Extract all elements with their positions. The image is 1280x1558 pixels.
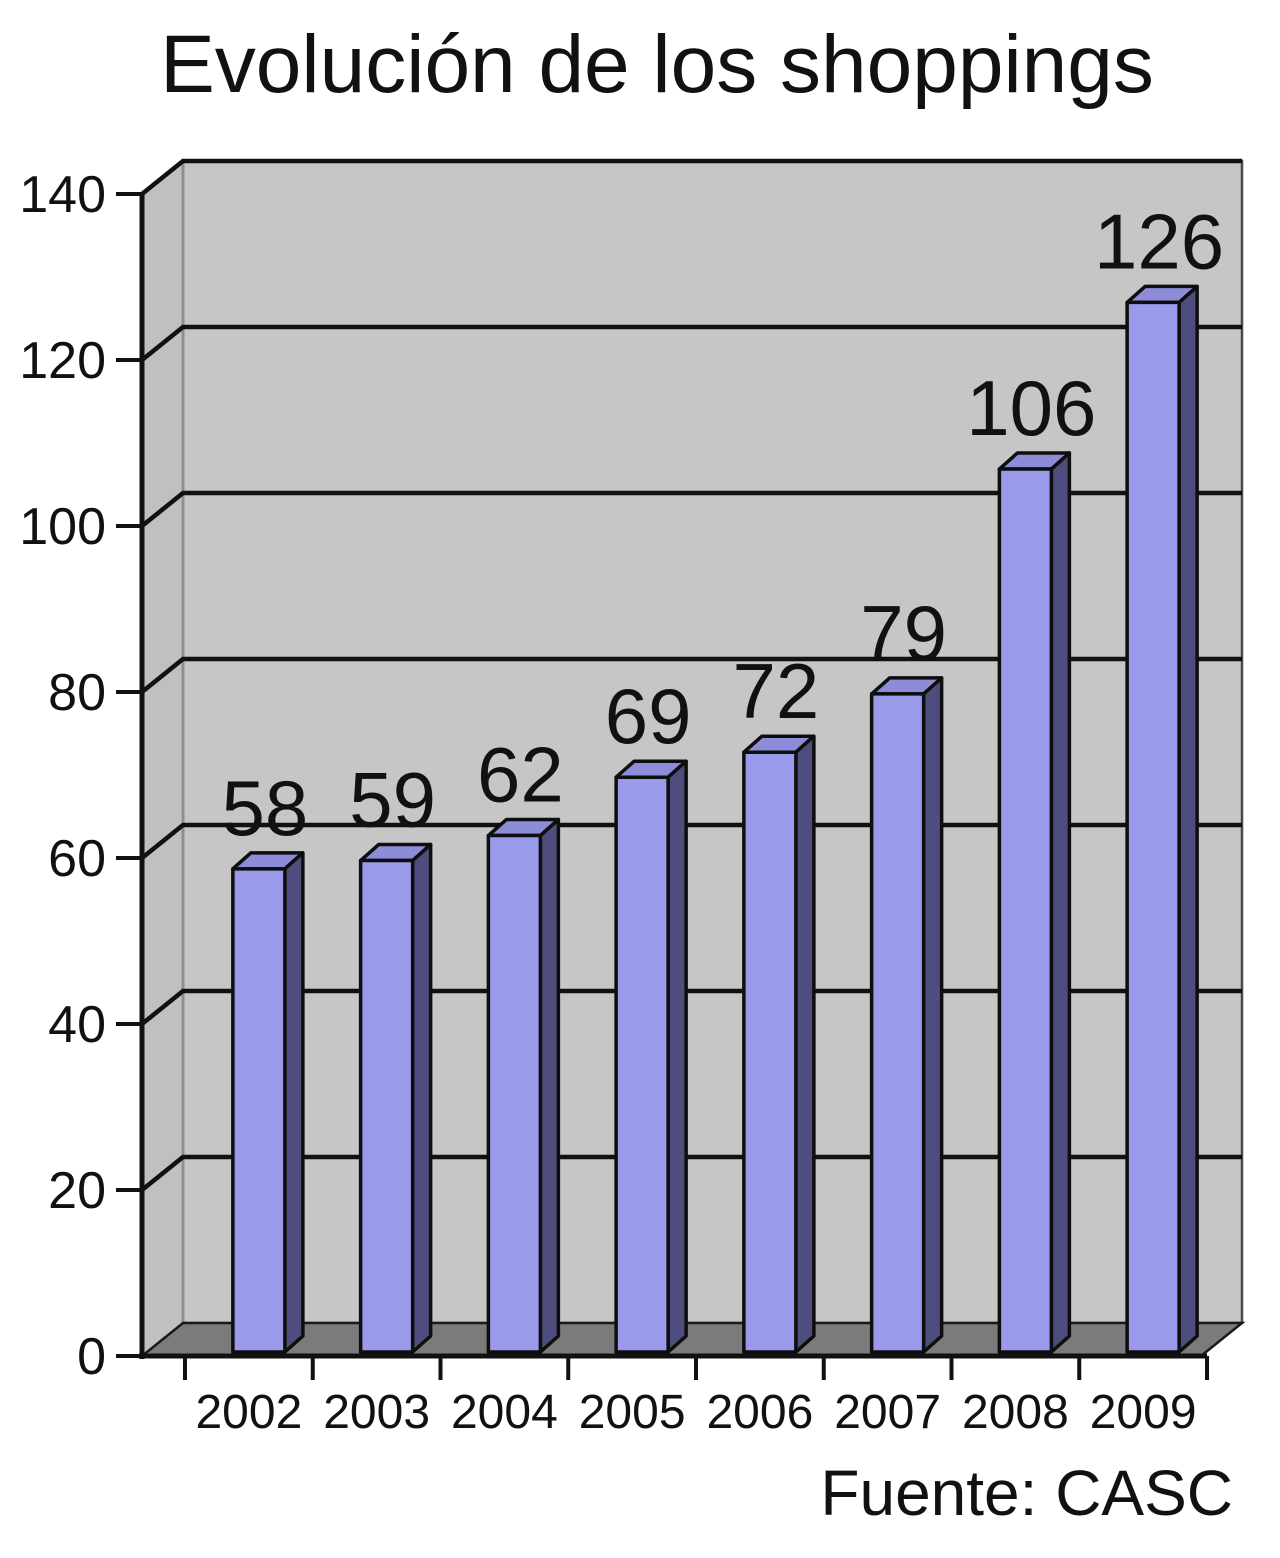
bar-front-face <box>742 750 798 1354</box>
bar-front-face <box>231 867 287 1354</box>
y-tick-label-60: 60 <box>48 830 106 888</box>
y-tick-label-80: 80 <box>48 664 106 722</box>
data-label-2004: 62 <box>477 731 564 819</box>
bar-side-face <box>283 851 305 1354</box>
data-label-2002: 58 <box>221 764 308 852</box>
data-label-2003: 59 <box>349 756 436 844</box>
x-tick-label-2005: 2005 <box>579 1386 686 1439</box>
chart-title: Evolución de los shoppings <box>160 19 1154 110</box>
source-note: Fuente: CASC <box>820 1457 1233 1529</box>
x-tick-label-2008: 2008 <box>962 1386 1069 1439</box>
bar-side-face <box>666 759 688 1354</box>
side-wall <box>142 161 183 1356</box>
x-tick-label-2007: 2007 <box>834 1386 941 1439</box>
bar-front-face <box>358 858 415 1354</box>
bar-side-face <box>410 842 433 1354</box>
plot-walls <box>138 159 1246 1358</box>
bar-front-face <box>869 692 926 1354</box>
gridline-140 <box>140 158 1242 196</box>
bar-2004 <box>486 817 561 1354</box>
data-label-2007: 79 <box>860 589 947 677</box>
x-tick-label-2009: 2009 <box>1090 1386 1197 1439</box>
x-tick-label-2002: 2002 <box>195 1386 302 1439</box>
bar-side-face <box>1177 284 1199 1354</box>
bar-front-face <box>997 467 1054 1354</box>
bar-front-face <box>1125 300 1181 1354</box>
bar-side-face <box>538 817 561 1354</box>
gridlines <box>140 158 1242 1192</box>
y-tick-label-0: 0 <box>77 1328 106 1386</box>
data-label-2005: 69 <box>605 672 692 760</box>
bar-side-face <box>921 676 944 1354</box>
bar-2005 <box>614 759 688 1354</box>
gridline-100 <box>140 490 1242 528</box>
gridline-120 <box>140 324 1242 362</box>
y-tick-label-140: 140 <box>19 166 106 224</box>
y-tick-label-120: 120 <box>19 332 106 390</box>
data-label-2009: 126 <box>1094 197 1224 285</box>
data-label-2006: 72 <box>732 647 819 735</box>
bar-2009 <box>1125 284 1199 1354</box>
bar-front-face <box>614 775 670 1354</box>
bar-2007 <box>869 676 944 1354</box>
data-label-2008: 106 <box>966 364 1096 452</box>
y-tick-label-20: 20 <box>48 1162 106 1220</box>
x-tick-label-2004: 2004 <box>451 1386 558 1439</box>
bar-2003 <box>358 842 433 1354</box>
back-wall <box>181 159 1244 1325</box>
bar-side-face <box>1049 451 1072 1354</box>
bar-2006 <box>742 734 816 1354</box>
gridline-80 <box>140 656 1242 694</box>
bar-front-face <box>486 833 543 1354</box>
bar-side-face <box>794 734 816 1354</box>
axes: 0 20 40 60 80 100 120 140 2002 2003 2004 2005 2006 20… <box>19 166 1209 1439</box>
y-tick-label-100: 100 <box>19 498 106 556</box>
y-tick-label-40: 40 <box>48 996 106 1054</box>
bar-2008 <box>997 451 1072 1354</box>
floor <box>138 1321 1246 1358</box>
x-tick-label-2006: 2006 <box>706 1386 813 1439</box>
bars <box>231 284 1199 1354</box>
bar-2002 <box>231 851 305 1354</box>
data-labels: 58 59 62 69 72 79 106 126 <box>221 197 1224 851</box>
x-tick-label-2003: 2003 <box>323 1386 430 1439</box>
